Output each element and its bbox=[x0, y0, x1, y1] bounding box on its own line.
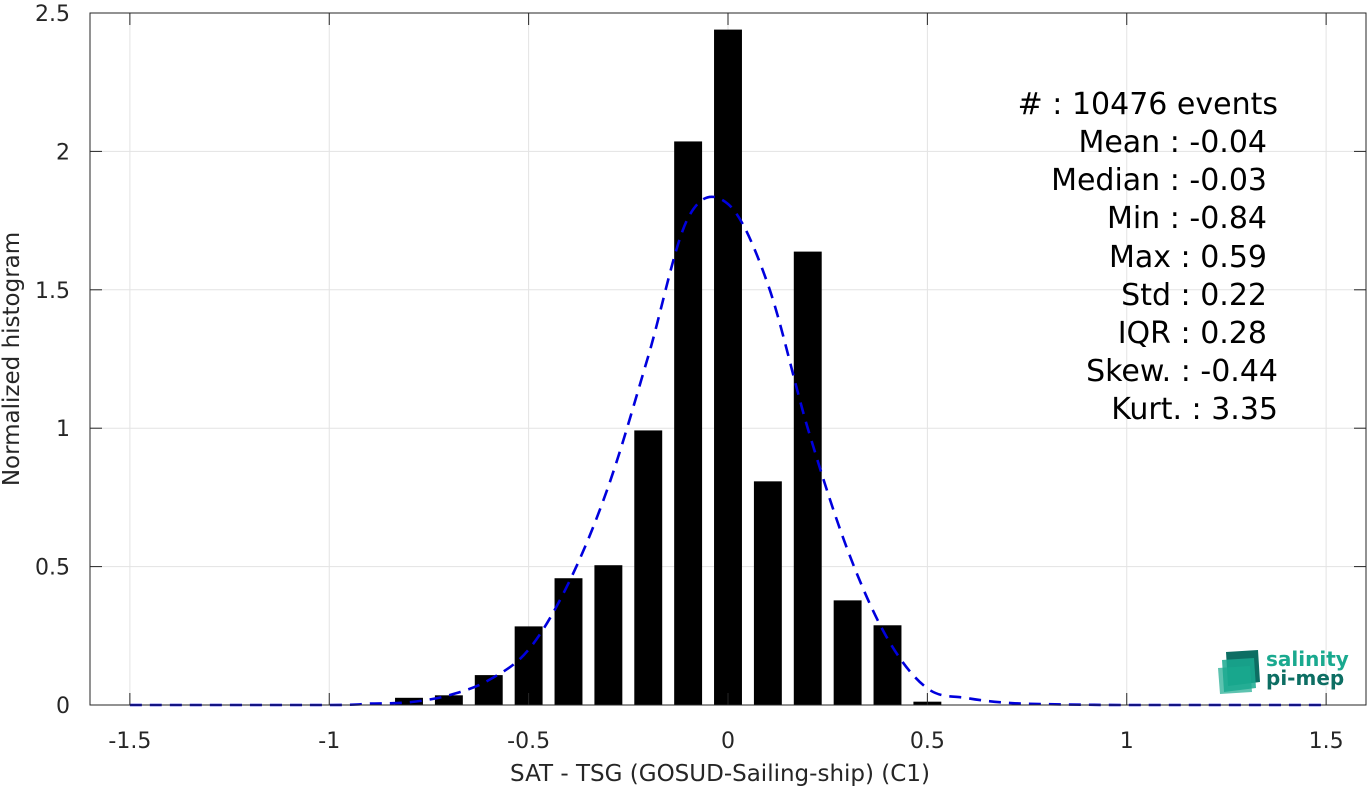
stat-iqr: IQR : 0.28 bbox=[1118, 316, 1267, 351]
histogram-bar bbox=[873, 625, 902, 705]
y-tick-label: 0 bbox=[56, 694, 70, 719]
logo-text-salinity: salinity bbox=[1266, 647, 1349, 671]
stat-skew: Skew. : -0.44 bbox=[1086, 354, 1278, 389]
x-tick-label: 0.5 bbox=[910, 729, 945, 754]
histogram-bar bbox=[395, 697, 423, 705]
x-tick-label: -1 bbox=[318, 729, 340, 754]
x-tick-labels: -1.5 -1 -0.5 0 0.5 1 1.5 bbox=[108, 729, 1343, 754]
y-tick-label: 0.5 bbox=[35, 556, 70, 581]
y-tick-label: 2 bbox=[56, 140, 70, 165]
stat-min: Min : -0.84 bbox=[1107, 201, 1267, 236]
stat-count: # : 10476 events bbox=[1018, 87, 1278, 122]
y-tick-labels: 0 0.5 1 1.5 2 2.5 bbox=[35, 2, 70, 719]
histogram-bar bbox=[793, 251, 822, 705]
y-tick-label: 1.5 bbox=[35, 279, 70, 304]
histogram-bar bbox=[634, 430, 663, 705]
stat-kurt: Kurt. : 3.35 bbox=[1111, 392, 1278, 427]
stat-median: Median : -0.03 bbox=[1051, 163, 1267, 198]
y-tick-label: 2.5 bbox=[35, 2, 70, 27]
logo-text-pi-mep: pi-mep bbox=[1266, 666, 1344, 690]
salinity-pi-mep-logo: salinity pi-mep bbox=[1218, 647, 1349, 694]
y-tick-label: 1 bbox=[56, 417, 70, 442]
x-tick-label: 0 bbox=[721, 729, 735, 754]
x-tick-label: -1.5 bbox=[108, 729, 151, 754]
x-tick-label: 1.5 bbox=[1309, 729, 1344, 754]
stat-mean: Mean : -0.04 bbox=[1078, 125, 1267, 160]
stat-max: Max : 0.59 bbox=[1109, 240, 1267, 275]
histogram-bar bbox=[554, 578, 583, 705]
histogram-bar bbox=[714, 29, 742, 706]
histogram-bar bbox=[674, 141, 703, 706]
stats-annotation: # : 10476 events Mean : -0.04 Median : -… bbox=[1018, 87, 1278, 427]
x-axis-label: SAT - TSG (GOSUD-Sailing-ship) (C1) bbox=[510, 761, 930, 787]
y-axis-label: Normalized histogram bbox=[0, 232, 25, 486]
histogram-bar bbox=[434, 695, 463, 705]
histogram-bar bbox=[594, 565, 623, 705]
histogram-bar bbox=[753, 481, 782, 705]
histogram-bar bbox=[833, 600, 862, 705]
fit-curve bbox=[129, 195, 1327, 707]
bars bbox=[395, 29, 942, 706]
logo-waves-icon bbox=[1218, 650, 1260, 694]
stat-std: Std : 0.22 bbox=[1121, 278, 1267, 313]
axes-box bbox=[89, 12, 1367, 706]
x-tick-label: 1 bbox=[1120, 729, 1134, 754]
x-tick-label: -0.5 bbox=[507, 729, 550, 754]
